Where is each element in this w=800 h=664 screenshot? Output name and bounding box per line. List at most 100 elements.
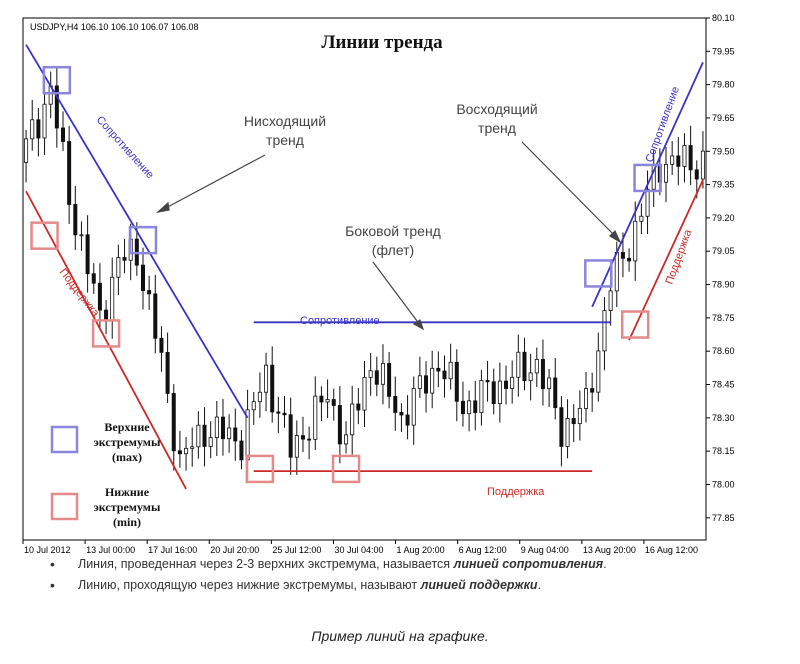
legend-max-line-2: экстремумы: [94, 435, 161, 449]
candle-body: [559, 407, 564, 447]
candle-body: [184, 447, 189, 455]
candle-body: [430, 367, 435, 394]
candle-body: [257, 391, 262, 403]
ascending-trend-label-2: тренд: [478, 120, 516, 136]
candle-body: [424, 375, 429, 394]
candle-body: [356, 403, 361, 411]
candle-body: [24, 138, 29, 163]
x-tick-label: 17 Jul 16:00: [148, 545, 197, 555]
candle-body: [694, 169, 699, 180]
candle-body: [85, 234, 90, 275]
candle-body: [571, 418, 576, 425]
x-tick-label: 30 Jul 04:00: [334, 545, 383, 555]
candle-body: [239, 440, 244, 461]
sideways-arrow: [372, 261, 421, 326]
x-tick-label: 13 Aug 20:00: [583, 545, 636, 555]
candle-body: [362, 376, 367, 411]
legend-min-swatch: [50, 492, 79, 521]
notes-list: • Линия, проведенная через 2-3 верхних э…: [50, 556, 770, 598]
candle-body: [208, 437, 213, 447]
y-tick-label: 78.15: [712, 446, 735, 456]
bullet-dot: •: [50, 577, 55, 593]
candle-body: [547, 377, 552, 390]
trend-lines-group: [25, 44, 704, 490]
legend-min-line-2: экстремумы: [94, 500, 161, 514]
x-tick-label: 6 Aug 12:00: [459, 545, 507, 555]
max-extremum-marker: [128, 225, 158, 255]
candle-body: [264, 364, 269, 393]
note-support-prefix: Линию, проходящую через нижние экстремум…: [78, 578, 421, 592]
legend-max-line-1: Верхние: [104, 420, 150, 434]
candle-body: [479, 380, 484, 414]
descending-arrowhead: [156, 201, 170, 213]
candle-body: [368, 370, 373, 378]
note-resistance-prefix: Линия, проведенная через 2-3 верхних экс…: [78, 557, 454, 571]
y-tick-label: 78.00: [712, 479, 735, 489]
candle-body: [307, 438, 312, 441]
candle-body: [42, 103, 47, 139]
candle-body: [405, 414, 410, 426]
candle-body: [300, 435, 305, 440]
candle-body: [374, 370, 379, 385]
trend-lines-chart: 77.85 78.00 78.15 78.30 78.45 78.60 78.75 78.90…: [22, 13, 735, 555]
candle-body: [190, 446, 195, 449]
candle-body: [522, 351, 527, 382]
candle-body: [387, 363, 392, 397]
legend-min-line-3: (min): [113, 515, 141, 529]
candle-body: [331, 399, 336, 406]
note-resistance-suffix: .: [603, 557, 607, 571]
candle-body: [491, 381, 496, 405]
candle-body: [36, 119, 41, 139]
x-tick-label: 20 Jul 20:00: [210, 545, 259, 555]
min-extremum-marker: [620, 310, 650, 339]
y-tick-label: 80.10: [712, 13, 735, 23]
x-tick-label: 10 Jul 2012: [24, 545, 71, 555]
y-tick-label: 78.60: [712, 346, 735, 356]
candle-body: [147, 290, 152, 295]
candle-body: [270, 364, 275, 413]
candle-body: [276, 411, 281, 414]
candle-body: [30, 119, 35, 140]
candle-body: [620, 252, 625, 259]
y-tick-label: 79.35: [712, 180, 735, 190]
axes-group: 77.85 78.00 78.15 78.30 78.45 78.60 78.75 78.90…: [22, 13, 735, 555]
symbol-header: USDJPY,H4 106.10 106.10 106.07 106.08: [30, 22, 198, 32]
candle-body: [485, 380, 490, 383]
descending-trend-label-2: тренд: [266, 132, 304, 148]
candle-body: [177, 450, 182, 455]
candle-body: [202, 424, 207, 447]
candle-body: [54, 85, 59, 129]
candle-body: [251, 401, 256, 411]
candle-body: [565, 418, 570, 447]
candle-body: [627, 257, 632, 262]
candle-body: [110, 276, 115, 322]
flat-support-label: Поддержка: [487, 486, 545, 498]
min-extremum-marker: [30, 221, 59, 250]
legend-max-swatch: [50, 425, 79, 454]
candle-body: [602, 310, 607, 352]
candle-body: [584, 388, 589, 409]
x-tick-label: 13 Jul 00:00: [86, 545, 135, 555]
note-resistance: • Линия, проведенная через 2-3 верхних э…: [50, 556, 770, 577]
candle-body: [196, 424, 201, 448]
candle-body: [350, 403, 355, 436]
candle-body: [73, 204, 78, 236]
candle-body: [639, 215, 644, 222]
candle-body: [393, 396, 398, 413]
candle-body: [97, 282, 102, 311]
descending-resistance-line: [25, 44, 249, 419]
candle-body: [676, 155, 681, 167]
ascending-support-line: [628, 179, 704, 341]
max-extremum-marker: [633, 163, 662, 193]
candle-body: [67, 141, 72, 205]
note-support-suffix: .: [537, 578, 542, 592]
candle-body: [153, 293, 158, 339]
candle-body: [682, 145, 687, 167]
y-tick-label: 79.80: [712, 80, 735, 90]
max-extremum-marker: [584, 259, 613, 288]
x-tick-label: 16 Aug 12:00: [645, 545, 698, 555]
flat-resistance-label: Сопротивление: [300, 315, 380, 327]
candle-body: [91, 273, 96, 284]
candle-body: [140, 264, 145, 291]
figure-caption: Пример линий на графике.: [311, 628, 489, 644]
